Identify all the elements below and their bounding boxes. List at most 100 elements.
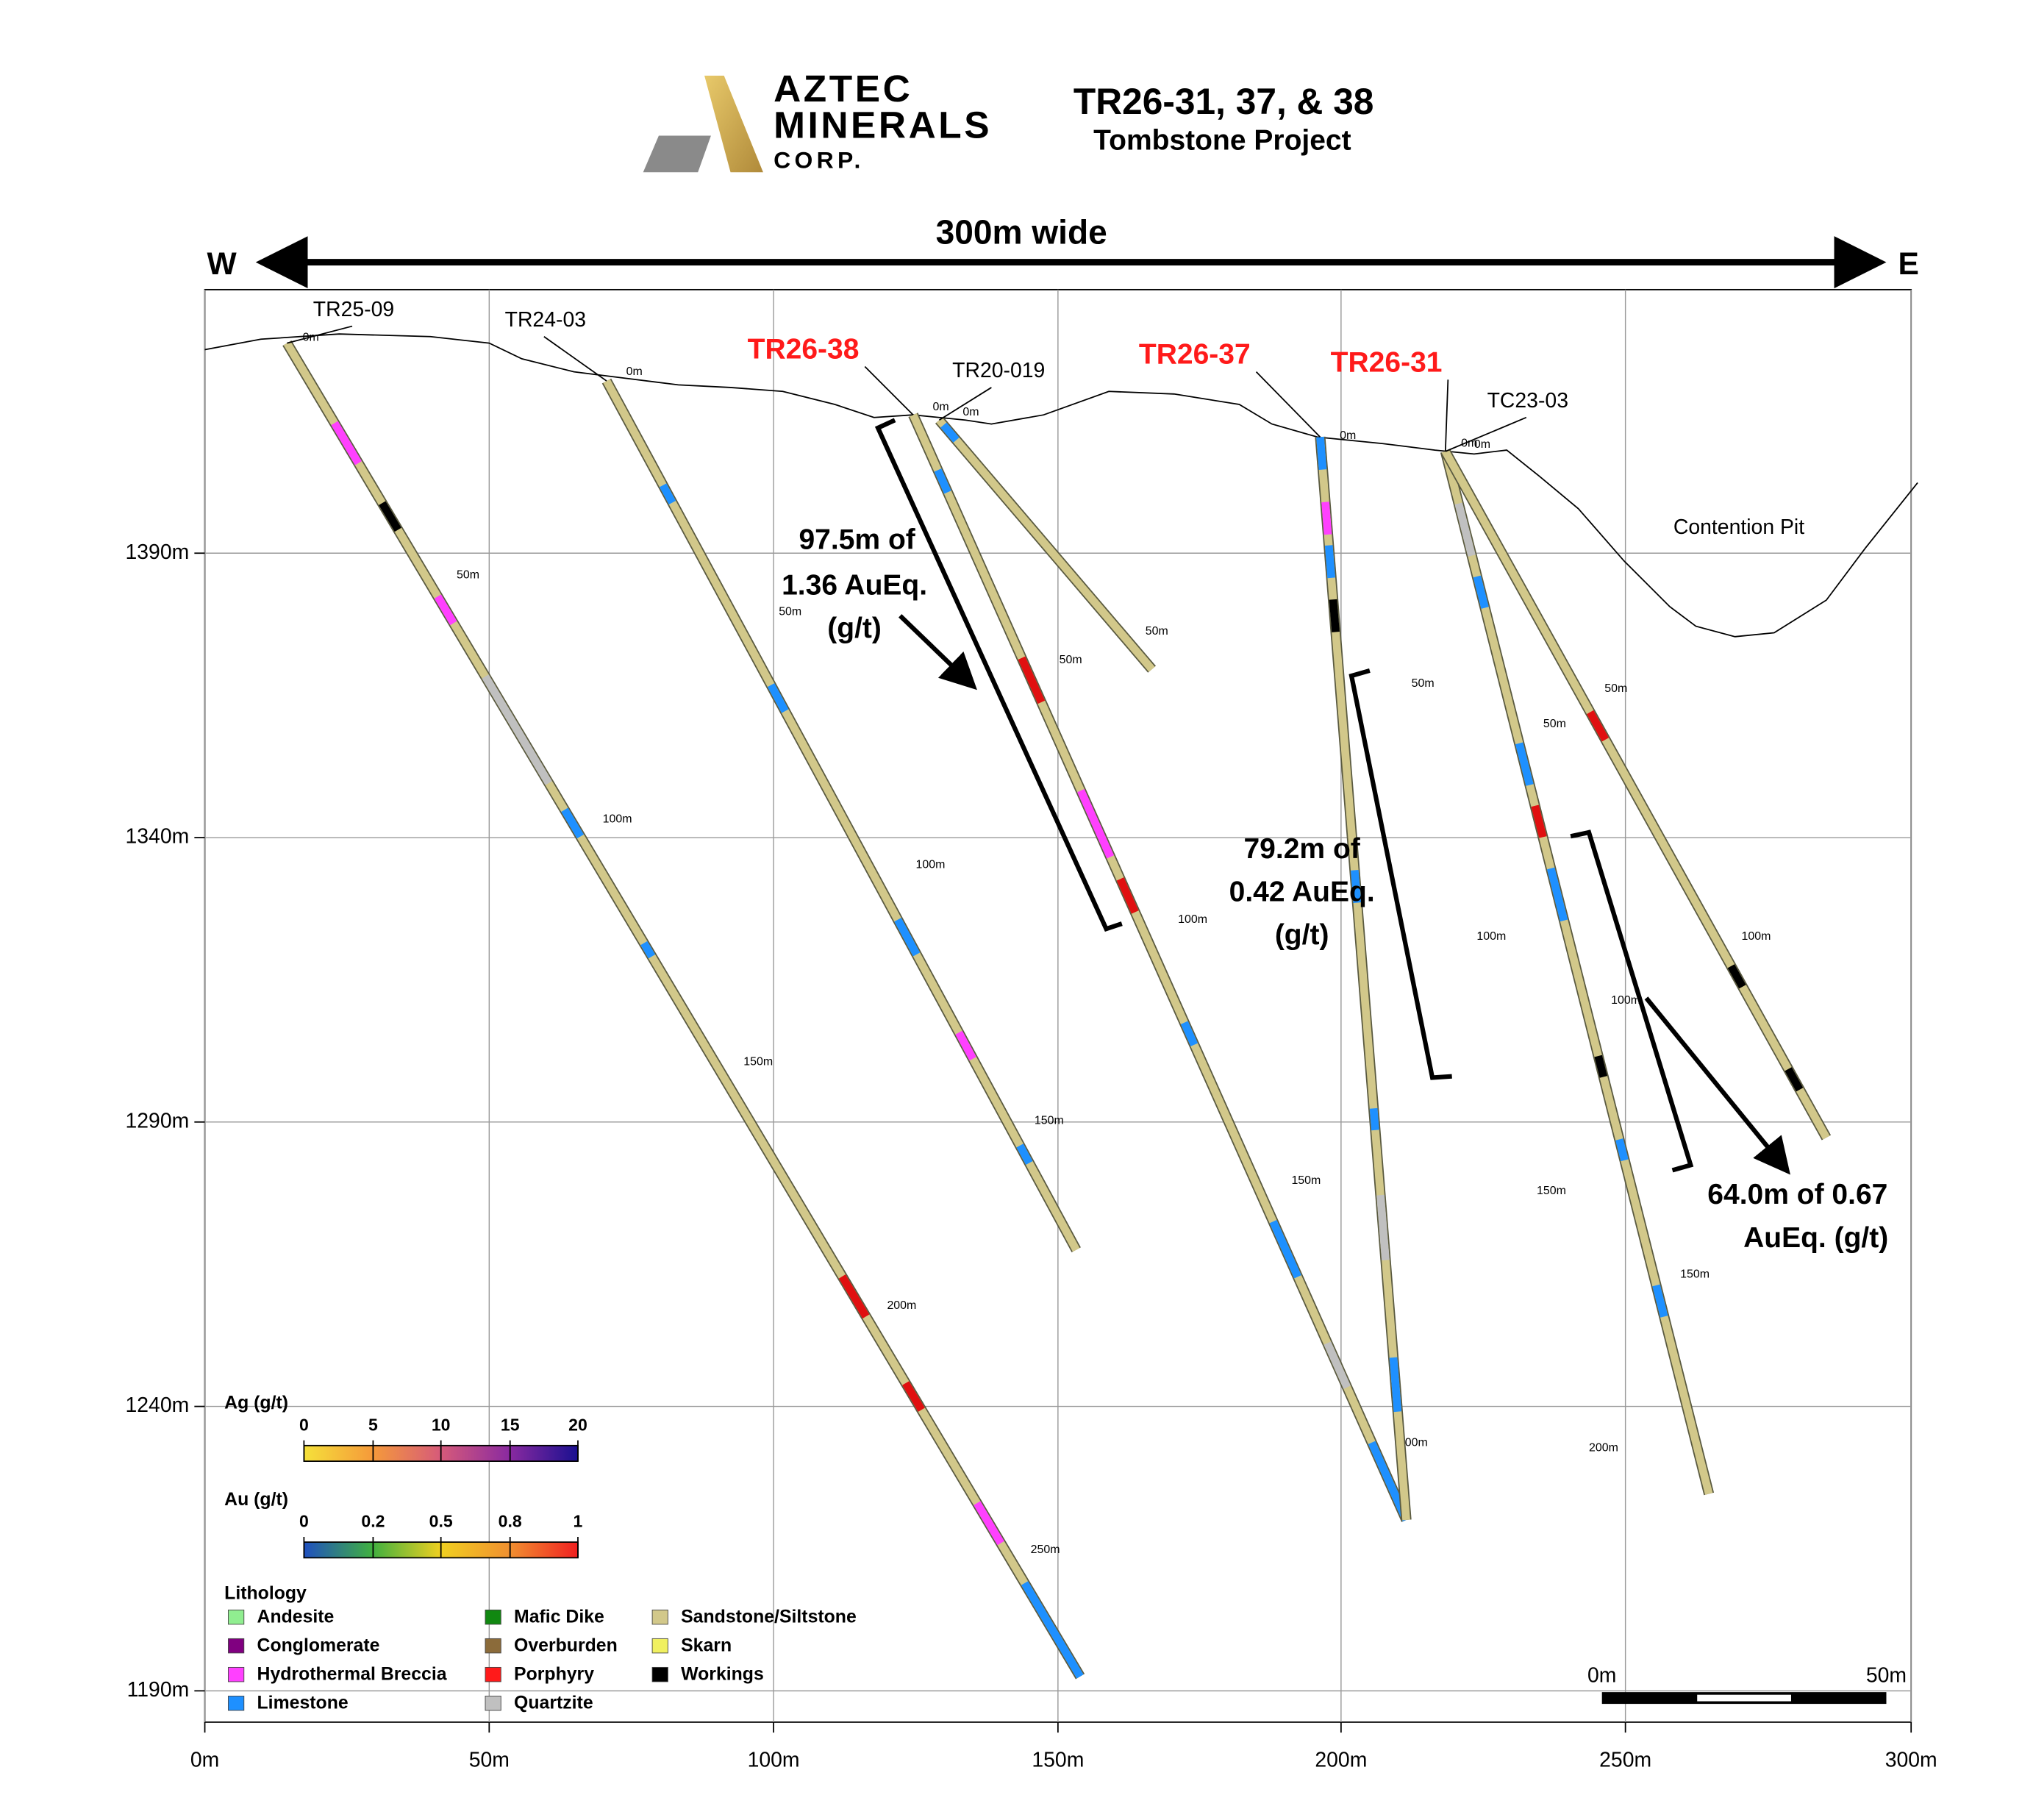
drill-trace	[283, 340, 1084, 1679]
lithology-interval	[974, 1501, 1004, 1546]
lithology-interval	[1021, 1581, 1084, 1679]
legend-swatch	[485, 1696, 501, 1711]
legend-label: Porphyry	[514, 1665, 594, 1685]
legend-swatch	[228, 1609, 245, 1625]
hole-name: TR26-38	[748, 334, 860, 365]
legend-tick-label: 20	[568, 1415, 587, 1434]
legend-swatch	[485, 1638, 501, 1654]
lithology-interval	[955, 1030, 976, 1061]
drillhole: TR24-03 0m 50m 100m 150m	[505, 308, 1081, 1253]
y-tick-label: 1240m	[125, 1393, 189, 1417]
logo: AZTEC MINERALS CORP.	[643, 67, 992, 173]
topography	[204, 333, 1918, 638]
label-leader	[287, 325, 353, 344]
depth-label: 150m	[743, 1055, 773, 1068]
legend-tick-label: 0	[299, 1512, 309, 1531]
lithology-interval	[1515, 742, 1534, 786]
depth-label: 150m	[1035, 1114, 1064, 1127]
bracket	[1570, 829, 1694, 1173]
hole-name: TC23-03	[1487, 389, 1568, 413]
depth-label: 50m	[1060, 654, 1082, 666]
legend-tick-label: 0.5	[429, 1512, 453, 1531]
x-tick-label: 150m	[1032, 1749, 1084, 1772]
drillhole: TR20-019 0m 50m	[935, 359, 1168, 673]
y-tick-label: 1290m	[125, 1109, 189, 1132]
scale-label: 0m	[1587, 1663, 1616, 1687]
depth-label: 100m	[1178, 913, 1207, 926]
lithology-interval	[1531, 804, 1547, 838]
lithology-interval	[331, 421, 362, 465]
logo-text: CORP.	[774, 146, 865, 173]
lithology-interval	[767, 683, 789, 713]
drillhole: TC23-03 0m 50m 100m	[1440, 389, 1832, 1141]
depth-label: 50m	[1604, 682, 1627, 695]
hole-name: TR24-03	[505, 308, 586, 332]
legend-swatch	[485, 1666, 501, 1682]
depth-label: 50m	[1146, 625, 1168, 638]
callouts	[874, 418, 1790, 1175]
hole-name: TR26-37	[1139, 339, 1251, 371]
depth-label: 100m	[1611, 994, 1640, 1007]
depth-label: 50m	[1543, 718, 1566, 730]
depth-label: 200m	[1589, 1442, 1618, 1455]
legend-label: Andesite	[257, 1607, 335, 1627]
label-leader	[543, 336, 607, 382]
callout-arrow	[899, 614, 977, 690]
y-tick-label: 1190m	[127, 1678, 190, 1702]
depth-label: 200m	[887, 1299, 916, 1312]
lithology-interval	[1547, 867, 1568, 922]
lithology-interval	[1652, 1284, 1668, 1318]
legend-tick-label: 0.8	[499, 1512, 522, 1531]
drillholes: TR25-090m50m100m150m200m250mTR24-030m50m…	[282, 298, 1832, 1680]
east-label: E	[1898, 246, 1918, 282]
lithology-interval	[940, 422, 960, 443]
logo-text: MINERALS	[774, 103, 992, 146]
legend-swatch	[651, 1638, 668, 1654]
lithology-interval	[894, 918, 921, 957]
lithology-interval	[1454, 502, 1476, 557]
callout-text: 0.42 AuEq.	[1229, 877, 1375, 908]
lithology-interval	[1587, 710, 1610, 742]
depth-label: 0m	[933, 401, 949, 413]
legend-swatch	[651, 1609, 668, 1625]
depth-label: 100m	[1742, 930, 1771, 943]
legend-tick-label: 1	[574, 1512, 583, 1531]
lithology-interval	[379, 501, 401, 532]
legend-label: Limestone	[257, 1694, 349, 1713]
x-tick-label: 300m	[1885, 1749, 1937, 1772]
scale-label: 50m	[1866, 1663, 1907, 1687]
lithology-interval	[482, 674, 552, 785]
callout-text: 1.36 AuEq.	[782, 570, 927, 602]
logo-text: AZTEC	[774, 67, 912, 110]
depth-label: 100m	[915, 859, 945, 871]
legend-label: Quartzite	[514, 1694, 593, 1713]
legend-tick-label: 15	[501, 1415, 520, 1434]
label-leader	[864, 365, 914, 415]
legend-swatch	[228, 1666, 245, 1682]
depth-label: 150m	[1680, 1268, 1710, 1281]
legend: Ag (g/t) Au (g/t) Lithology	[224, 1393, 579, 1604]
lithology-interval	[659, 483, 676, 505]
title: TR26-31, 37, & 38	[1073, 81, 1374, 122]
y-tick-label: 1340m	[125, 825, 189, 849]
lithology-interval	[1369, 1107, 1379, 1131]
label-leader	[1445, 416, 1527, 452]
depth-label: 0m	[1340, 429, 1356, 442]
callout-text: AuEq. (g/t)	[1743, 1222, 1888, 1254]
x-tick-label: 100m	[748, 1749, 800, 1772]
hole-name: TR26-31	[1331, 346, 1443, 378]
legend-swatch	[228, 1638, 245, 1654]
legend-label: Overburden	[514, 1636, 618, 1656]
legend-label: Hydrothermal Breccia	[257, 1665, 447, 1685]
drill-trace	[1441, 450, 1713, 1495]
lithology-interval	[1077, 788, 1115, 859]
lithology-interval	[1615, 1138, 1629, 1162]
lithology-interval	[934, 468, 951, 494]
lithology-interval	[561, 807, 585, 839]
hole-name: TR25-09	[313, 298, 394, 321]
lithology-interval	[1389, 1357, 1402, 1413]
x-tick-label: 50m	[469, 1749, 510, 1772]
x-tick-label: 200m	[1315, 1749, 1367, 1772]
x-tick-label: 0m	[190, 1749, 219, 1772]
